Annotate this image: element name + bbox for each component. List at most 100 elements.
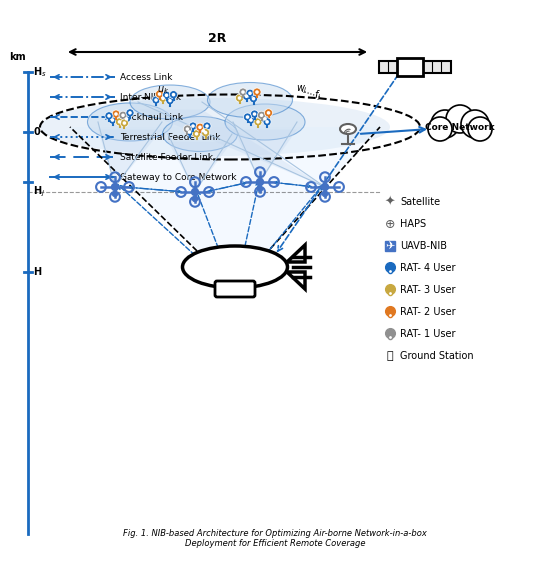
Circle shape	[249, 118, 253, 122]
Text: ✦: ✦	[385, 196, 395, 209]
Text: H: H	[33, 267, 41, 277]
Text: Satellite: Satellite	[400, 197, 440, 207]
Text: ✈: ✈	[386, 241, 395, 251]
Circle shape	[256, 120, 260, 124]
Circle shape	[114, 112, 118, 116]
Ellipse shape	[340, 124, 356, 134]
Circle shape	[246, 89, 254, 97]
Text: Inter-NIB Link: Inter-NIB Link	[120, 93, 181, 102]
FancyBboxPatch shape	[397, 58, 423, 76]
Circle shape	[112, 184, 118, 191]
Circle shape	[189, 122, 197, 130]
Ellipse shape	[162, 116, 238, 152]
Text: HAPS: HAPS	[400, 219, 426, 229]
Circle shape	[196, 123, 204, 132]
Circle shape	[169, 90, 178, 99]
Circle shape	[119, 111, 127, 119]
Text: RAT- 3 User: RAT- 3 User	[400, 285, 455, 295]
Circle shape	[152, 96, 160, 104]
Circle shape	[244, 113, 251, 121]
Polygon shape	[287, 245, 305, 262]
Circle shape	[252, 112, 256, 116]
Polygon shape	[287, 272, 305, 289]
Circle shape	[263, 118, 271, 126]
Text: Terrestrial Feeder Link: Terrestrial Feeder Link	[120, 133, 221, 142]
Polygon shape	[233, 130, 297, 182]
Circle shape	[468, 117, 492, 141]
Circle shape	[183, 125, 191, 133]
Circle shape	[158, 92, 161, 96]
Circle shape	[254, 118, 262, 126]
Circle shape	[185, 128, 194, 136]
Circle shape	[246, 115, 249, 119]
Circle shape	[204, 131, 207, 134]
Circle shape	[203, 122, 211, 130]
Circle shape	[166, 97, 174, 105]
Circle shape	[128, 111, 132, 115]
Text: H$_s$: H$_s$	[33, 65, 47, 79]
Circle shape	[126, 109, 134, 117]
Circle shape	[235, 94, 244, 102]
Circle shape	[255, 90, 259, 94]
Circle shape	[161, 97, 165, 100]
Text: $u_k$: $u_k$	[157, 84, 169, 96]
Circle shape	[195, 132, 199, 135]
Text: H$_j$: H$_j$	[33, 185, 45, 199]
Circle shape	[245, 94, 248, 98]
Circle shape	[265, 120, 269, 124]
Circle shape	[205, 124, 209, 128]
FancyBboxPatch shape	[379, 61, 407, 73]
FancyBboxPatch shape	[423, 61, 451, 73]
Text: Ground Station: Ground Station	[400, 351, 474, 361]
Text: ⊕: ⊕	[385, 217, 395, 230]
Circle shape	[154, 98, 158, 102]
Circle shape	[263, 117, 267, 121]
Circle shape	[185, 127, 189, 131]
Text: Fig. 1. NIB-based Architecture for Optimizing Air-borne Network-in-a-box
Deploym: Fig. 1. NIB-based Architecture for Optim…	[123, 529, 427, 548]
Text: Access Link: Access Link	[120, 72, 172, 81]
Circle shape	[188, 130, 191, 134]
Circle shape	[267, 111, 270, 115]
Circle shape	[247, 116, 255, 124]
Circle shape	[446, 105, 474, 133]
Circle shape	[461, 110, 489, 138]
Polygon shape	[98, 130, 162, 187]
Ellipse shape	[130, 85, 210, 119]
Text: Backhaul Link: Backhaul Link	[120, 112, 183, 121]
Text: Satellite Feeder Link: Satellite Feeder Link	[120, 152, 213, 161]
Circle shape	[252, 97, 255, 101]
Ellipse shape	[225, 104, 305, 140]
Polygon shape	[138, 110, 325, 187]
Text: UAVB-NIB: UAVB-NIB	[400, 241, 447, 251]
Circle shape	[116, 118, 124, 126]
Text: RAT- 4 User: RAT- 4 User	[400, 263, 455, 273]
Circle shape	[198, 125, 202, 129]
Ellipse shape	[183, 246, 288, 288]
Circle shape	[250, 110, 258, 118]
Text: 2R: 2R	[208, 32, 226, 45]
Circle shape	[201, 129, 210, 137]
Text: $f_j$: $f_j$	[315, 89, 322, 103]
Circle shape	[118, 120, 122, 124]
Text: Core Network: Core Network	[425, 123, 495, 132]
Polygon shape	[70, 127, 380, 288]
Circle shape	[172, 93, 175, 97]
Text: RAT- 2 User: RAT- 2 User	[400, 307, 455, 317]
Circle shape	[322, 184, 328, 191]
Circle shape	[108, 116, 117, 124]
Circle shape	[202, 129, 205, 133]
Circle shape	[200, 127, 207, 135]
Circle shape	[112, 110, 120, 118]
Circle shape	[191, 124, 195, 128]
Circle shape	[261, 115, 269, 123]
Circle shape	[257, 111, 266, 119]
Circle shape	[120, 119, 129, 127]
Circle shape	[256, 179, 263, 185]
Polygon shape	[168, 142, 232, 192]
Circle shape	[260, 114, 263, 117]
Circle shape	[248, 92, 252, 95]
Ellipse shape	[40, 98, 390, 156]
Circle shape	[111, 118, 114, 122]
Circle shape	[243, 92, 251, 100]
Ellipse shape	[87, 103, 173, 141]
